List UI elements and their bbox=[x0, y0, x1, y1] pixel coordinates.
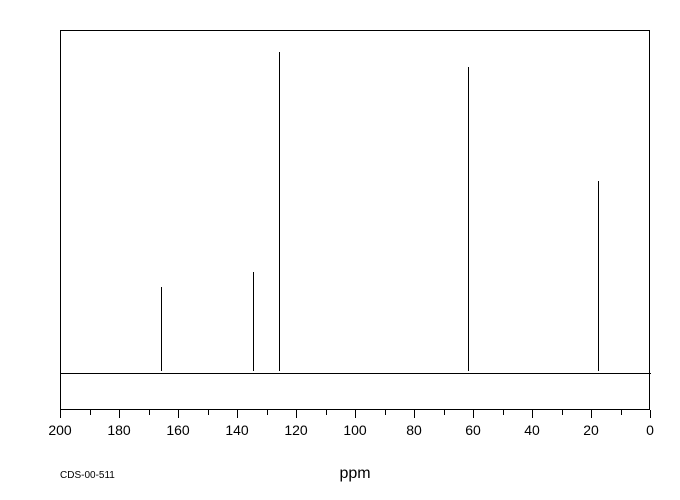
x-tick-label: 100 bbox=[343, 422, 366, 438]
x-tick bbox=[355, 410, 356, 418]
x-tick bbox=[414, 410, 415, 418]
footer-label: CDS-00-511 bbox=[60, 470, 115, 481]
peak bbox=[598, 181, 599, 371]
x-minor-tick bbox=[90, 410, 91, 415]
x-tick-label: 60 bbox=[465, 422, 481, 438]
x-tick-label: 120 bbox=[284, 422, 307, 438]
baseline bbox=[61, 373, 651, 374]
plot-area bbox=[60, 30, 650, 410]
x-tick-label: 80 bbox=[406, 422, 422, 438]
x-tick bbox=[237, 410, 238, 418]
x-tick-label: 40 bbox=[524, 422, 540, 438]
x-tick-label: 140 bbox=[225, 422, 248, 438]
x-tick bbox=[532, 410, 533, 418]
x-tick bbox=[591, 410, 592, 418]
x-axis-label: ppm bbox=[339, 465, 370, 483]
x-minor-tick bbox=[149, 410, 150, 415]
x-tick bbox=[119, 410, 120, 418]
x-tick-label: 160 bbox=[166, 422, 189, 438]
x-tick-label: 0 bbox=[646, 422, 654, 438]
x-tick-label: 180 bbox=[107, 422, 130, 438]
peak bbox=[161, 287, 162, 371]
x-minor-tick bbox=[326, 410, 327, 415]
peak bbox=[468, 67, 469, 371]
x-tick bbox=[650, 410, 651, 418]
x-tick bbox=[473, 410, 474, 418]
x-minor-tick bbox=[267, 410, 268, 415]
x-minor-tick bbox=[444, 410, 445, 415]
peak bbox=[253, 272, 254, 371]
x-tick bbox=[296, 410, 297, 418]
x-minor-tick bbox=[208, 410, 209, 415]
x-tick bbox=[178, 410, 179, 418]
x-minor-tick bbox=[385, 410, 386, 415]
x-minor-tick bbox=[562, 410, 563, 415]
peak bbox=[279, 52, 280, 371]
x-minor-tick bbox=[621, 410, 622, 415]
x-tick bbox=[60, 410, 61, 418]
x-minor-tick bbox=[503, 410, 504, 415]
x-tick-label: 20 bbox=[583, 422, 599, 438]
spectrum-chart: 200180160140120100806040200 bbox=[60, 30, 650, 410]
x-tick-label: 200 bbox=[48, 422, 71, 438]
